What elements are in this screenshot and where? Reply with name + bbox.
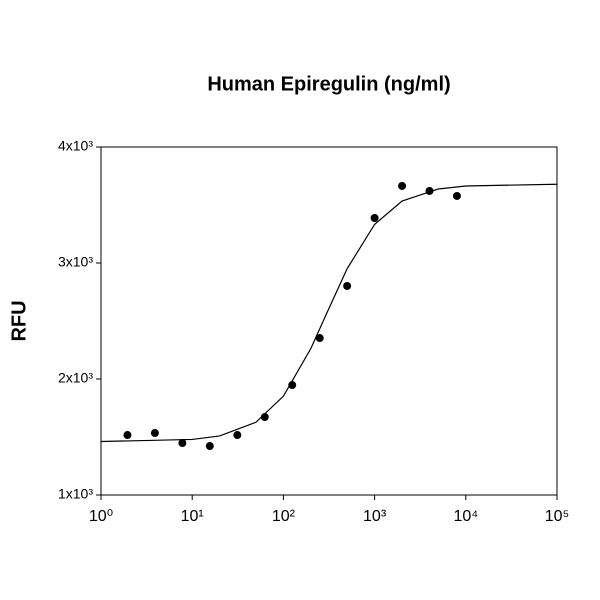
data-point — [398, 181, 407, 190]
data-point — [178, 439, 187, 448]
data-point — [315, 334, 324, 343]
x-tick-label: 10⁴ — [453, 508, 478, 525]
y-tick-label: 1x10³ — [58, 486, 93, 502]
y-axis-label: RFU — [8, 300, 30, 341]
x-tick-label: 10⁰ — [89, 508, 113, 525]
data-point — [205, 442, 214, 451]
plot-frame — [100, 146, 558, 496]
x-tick-label: 10¹ — [181, 508, 204, 525]
fit-curve — [100, 183, 558, 443]
data-point — [370, 213, 379, 222]
x-tick-label: 10⁵ — [545, 508, 569, 525]
data-point — [288, 381, 297, 390]
data-point — [233, 431, 242, 440]
data-point — [123, 431, 132, 440]
data-point — [452, 191, 461, 200]
y-tick-label: 4x10³ — [58, 138, 93, 154]
data-point — [150, 429, 159, 438]
x-tick-label: 10³ — [363, 508, 387, 525]
data-point — [343, 281, 352, 290]
x-tick-label: 10² — [272, 508, 296, 525]
y-tick-label: 2x10³ — [58, 370, 93, 386]
y-tick-label: 3x10³ — [58, 254, 93, 270]
chart-title: Human Epiregulin (ng/ml) — [207, 73, 450, 95]
